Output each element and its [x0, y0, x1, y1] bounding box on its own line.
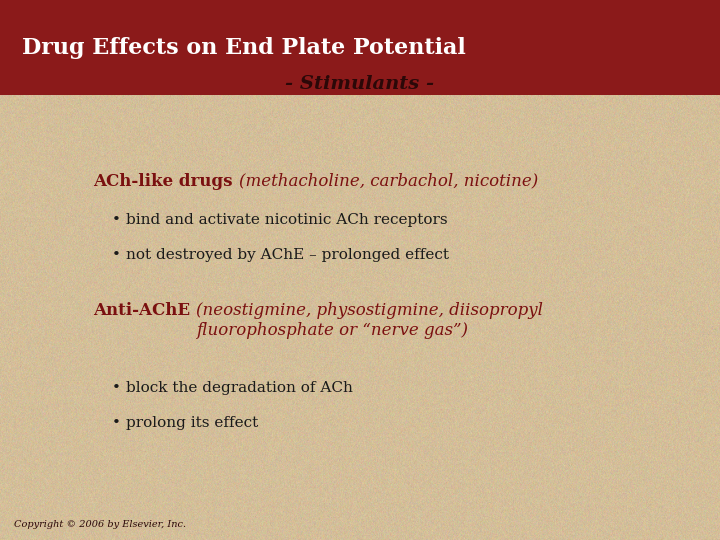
Text: block the degradation of ACh: block the degradation of ACh: [126, 381, 353, 395]
Text: ACh-like drugs: ACh-like drugs: [94, 173, 239, 190]
Text: - Stimulants -: - Stimulants -: [285, 75, 435, 93]
FancyBboxPatch shape: [0, 0, 720, 95]
Text: •: •: [112, 213, 120, 227]
Text: bind and activate nicotinic ACh receptors: bind and activate nicotinic ACh receptor…: [126, 213, 448, 227]
Text: Drug Effects on End Plate Potential: Drug Effects on End Plate Potential: [22, 37, 465, 58]
Text: •: •: [112, 248, 120, 262]
Text: (methacholine, carbachol, nicotine): (methacholine, carbachol, nicotine): [239, 173, 538, 190]
Text: Copyright © 2006 by Elsevier, Inc.: Copyright © 2006 by Elsevier, Inc.: [14, 520, 186, 529]
Text: prolong its effect: prolong its effect: [126, 416, 258, 430]
Text: •: •: [112, 381, 120, 395]
Text: •: •: [112, 416, 120, 430]
Text: Anti-AChE: Anti-AChE: [94, 302, 197, 319]
Text: (neostigmine, physostigmine, diisopropyl
fluorophosphate or “nerve gas”): (neostigmine, physostigmine, diisopropyl…: [197, 302, 544, 339]
Text: not destroyed by AChE – prolonged effect: not destroyed by AChE – prolonged effect: [126, 248, 449, 262]
